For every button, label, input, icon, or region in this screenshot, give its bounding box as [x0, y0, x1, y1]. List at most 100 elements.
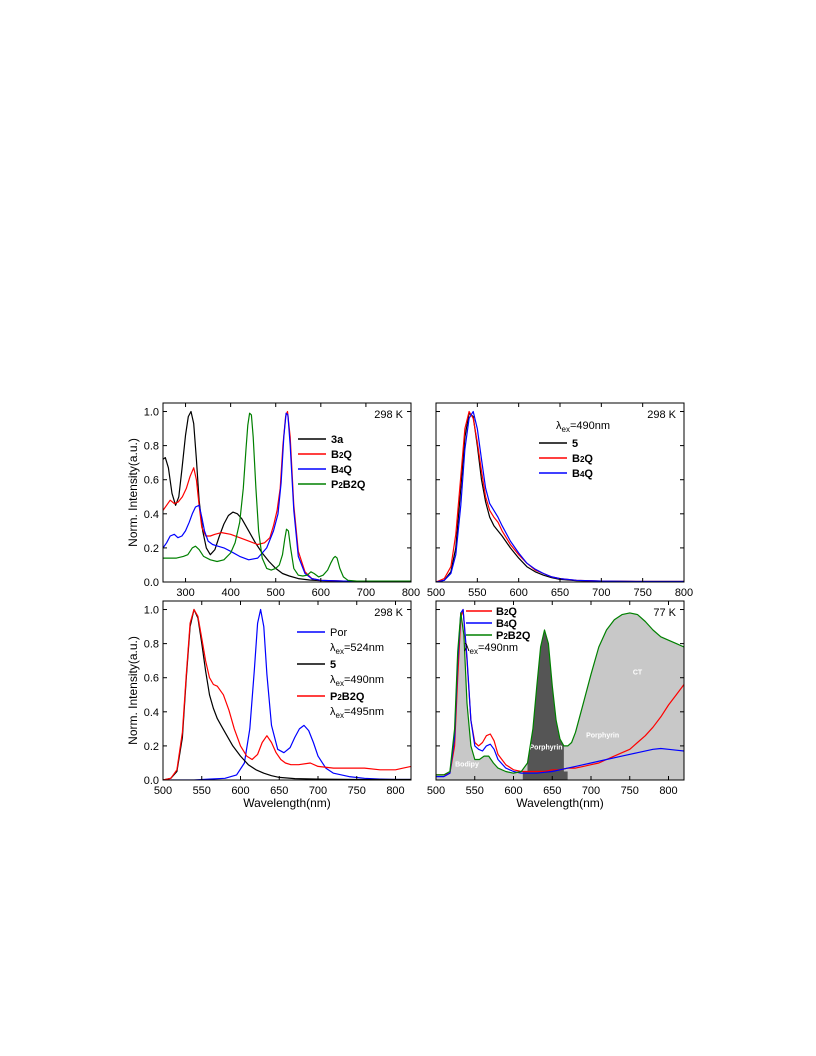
x-axis-title: Wavelength(nm): [243, 796, 331, 810]
x-tick-label: 500: [427, 587, 445, 599]
series-line-P2B2Q: [163, 412, 411, 582]
legend-excitation-1-value: =490nm: [344, 674, 384, 686]
x-tick-label: 300: [176, 587, 194, 599]
y-tick-label: 1.0: [144, 407, 159, 419]
legend-entry-0-main: 3a: [331, 434, 344, 446]
panel-bottom-left: 500 550 600 650 700 750 800 0.0 0.2 0.4 0.6 0.8 1.0 N…: [126, 600, 412, 810]
legend-entry-2: B4Q: [331, 464, 352, 476]
legend-entry-1-tail: Q: [584, 453, 593, 465]
legend-excitation-0-value: =524nm: [344, 642, 384, 654]
porphyrin-base: [522, 771, 568, 780]
ct-band: [563, 612, 684, 780]
x-tick-label: 750: [633, 587, 651, 599]
legend-entry-1-sub: 2: [339, 451, 344, 460]
y-axis-title: Norm. Intensity(a.u.): [126, 438, 140, 547]
series-line-P2B2Q: [436, 612, 684, 776]
x-tick-label: 700: [592, 587, 610, 599]
legend-entry-3-sub: 2: [338, 481, 343, 490]
x-tick-label: 800: [675, 587, 693, 599]
legend-entry-0: Por: [330, 627, 347, 639]
legend-entry-0-main: B: [496, 606, 504, 618]
legend-entry-2-main: B: [572, 468, 580, 480]
band-label-2: Porphyrin: [586, 732, 619, 739]
y-tick-label: 0.2: [144, 741, 159, 753]
legend-excitation-0-lambda: λ: [330, 642, 336, 654]
legend-entry-1-main: B: [572, 453, 580, 465]
x-tick-label: 600: [231, 785, 249, 797]
legend-entry-1-tail: Q: [343, 449, 352, 461]
x-tick-label: 650: [543, 785, 561, 797]
legend-entry-1-sub: 2: [580, 455, 585, 464]
series-group: [163, 608, 411, 780]
legend-entry-2-main: P: [496, 630, 503, 642]
x-tick-label: 800: [659, 785, 677, 797]
legend-entry-1-main: B: [496, 618, 504, 630]
legend-excitation-2-sub: ex: [336, 711, 344, 720]
y-tick-label: 0.0: [144, 577, 159, 589]
legend-entry-2: P2B2Q: [496, 630, 531, 642]
legend-entry-1: B2Q: [331, 449, 352, 461]
excitation-label-lambda: λ: [464, 642, 470, 654]
legend-entry-0: B2Q: [496, 606, 517, 618]
excitation-label-sub: ex: [562, 425, 570, 434]
series-line-5: [163, 608, 411, 780]
band-label-3: CT: [633, 669, 643, 676]
legend-entry-1-tail: Q: [508, 618, 517, 630]
x-tick-label: 550: [468, 587, 486, 599]
x-tick-label: 700: [309, 785, 327, 797]
legend-entry-0: 3a: [331, 434, 344, 446]
legend-excitation-2-lambda: λ: [330, 706, 336, 718]
legend-entry-0-main: Por: [330, 627, 347, 639]
legend-entry-2-main: B: [331, 464, 339, 476]
legend-entry-2: B4Q: [572, 468, 593, 480]
legend-entry-2-tail: B2Q: [342, 691, 365, 703]
series-group: [436, 608, 684, 778]
x-tick-label: 650: [270, 785, 288, 797]
series-line-Por: [163, 608, 411, 780]
temperature-label: 77 K: [653, 607, 676, 619]
legend-entry-2-tail: Q: [584, 468, 593, 480]
x-tick-label: 800: [386, 785, 404, 797]
legend-excitation-1: λex=490nm: [330, 674, 384, 688]
series-group: [163, 410, 411, 582]
legend-entry-1: B2Q: [572, 453, 593, 465]
y-tick-label: 0.8: [144, 639, 159, 651]
excitation-label-lambda: λ: [556, 420, 562, 432]
x-tick-label: 500: [427, 785, 445, 797]
y-tick-label: 0.4: [144, 509, 159, 521]
y-tick-label: 1.0: [144, 605, 159, 617]
legend-excitation-1-lambda: λ: [330, 674, 336, 686]
series-line-5: [436, 412, 684, 582]
legend-excitation-1-sub: ex: [336, 679, 344, 688]
legend-entry-2-sub: 4: [580, 470, 585, 479]
legend-entry-1: B4Q: [496, 618, 517, 630]
porphyrin-long-band: [567, 752, 591, 780]
excitation-label-value: =490nm: [570, 420, 610, 432]
temperature-label: 298 K: [374, 409, 403, 421]
x-tick-label: 500: [267, 587, 285, 599]
temperature-label: 298 K: [647, 409, 676, 421]
x-tick-label: 550: [193, 785, 211, 797]
legend-entry-0: 5: [572, 438, 578, 450]
legend-excitation-0-sub: ex: [336, 647, 344, 656]
legend-entry-2-tail: Q: [343, 464, 352, 476]
x-tick-label: 800: [402, 587, 420, 599]
x-tick-label: 400: [221, 587, 239, 599]
x-tick-label: 600: [504, 785, 522, 797]
band-label-0: Bodipy: [455, 761, 479, 768]
plot-frame: [162, 600, 412, 781]
temperature-label: 298 K: [374, 607, 403, 619]
x-axis-title: Wavelength(nm): [516, 796, 604, 810]
y-axis-title: Norm. Intensity(a.u.): [126, 636, 140, 745]
plot-frame: [162, 402, 412, 583]
y-tick-label: 0.2: [144, 543, 159, 555]
legend-entry-2-tail: B2Q: [508, 630, 531, 642]
legend-entry-3: P2B2Q: [331, 479, 366, 491]
series-line-P2B2Q: [163, 608, 411, 780]
